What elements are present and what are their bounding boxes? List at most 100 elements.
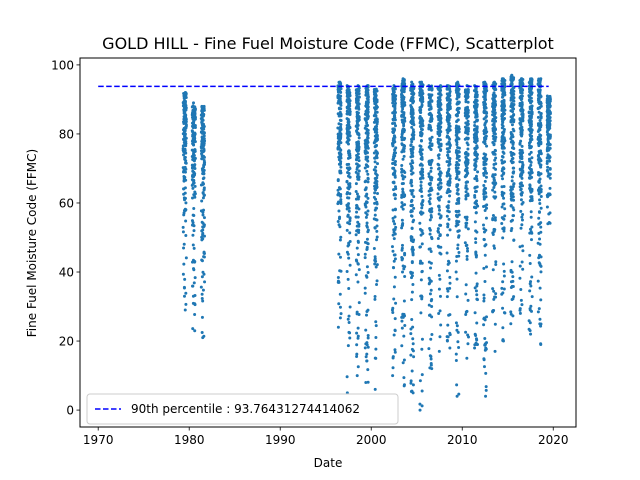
scatter-point	[401, 174, 405, 178]
scatter-point	[191, 294, 195, 298]
scatter-point	[500, 155, 504, 159]
scatter-point	[393, 329, 397, 333]
scatter-point	[445, 142, 449, 146]
scatter-point	[366, 128, 370, 132]
scatter-point	[355, 374, 359, 378]
scatter-point	[191, 284, 195, 288]
scatter-point	[374, 259, 378, 263]
scatter-point	[493, 115, 497, 119]
scatter-point	[548, 146, 552, 150]
scatter-point	[427, 313, 431, 317]
scatter-point	[412, 92, 416, 96]
scatter-point	[202, 176, 206, 180]
scatter-point	[494, 195, 498, 199]
scatter-point	[484, 394, 488, 398]
scatter-point	[375, 279, 379, 283]
scatter-point	[356, 111, 360, 115]
scatter-point	[183, 175, 187, 179]
scatter-point	[393, 185, 397, 189]
scatter-point	[354, 206, 358, 210]
scatter-point	[430, 116, 434, 120]
scatter-point	[363, 286, 367, 290]
scatter-point	[530, 156, 534, 160]
scatter-point	[465, 171, 469, 175]
scatter-point	[503, 108, 507, 112]
scatter-point	[510, 153, 514, 157]
scatter-point	[355, 162, 359, 166]
scatter-point	[392, 297, 396, 301]
scatter-point	[454, 209, 458, 213]
scatter-point	[482, 357, 486, 361]
scatter-point	[373, 191, 377, 195]
scatter-point	[428, 141, 432, 145]
scatter-point	[493, 183, 497, 187]
scatter-point	[354, 158, 358, 162]
scatter-point	[357, 207, 361, 211]
scatter-point	[464, 312, 468, 316]
scatter-point	[502, 141, 506, 145]
scatter-point	[538, 177, 542, 181]
scatter-point	[409, 353, 413, 357]
scatter-point	[491, 103, 495, 107]
scatter-point	[357, 222, 361, 226]
scatter-point	[492, 127, 496, 131]
scatter-point	[184, 151, 188, 155]
scatter-point	[529, 215, 533, 219]
scatter-point	[463, 175, 467, 179]
scatter-point	[510, 179, 514, 183]
scatter-point	[354, 258, 358, 262]
scatter-point	[199, 209, 203, 213]
scatter-point	[410, 140, 414, 144]
scatter-point	[336, 90, 340, 94]
scatter-point	[446, 323, 450, 327]
scatter-point	[537, 122, 541, 126]
scatter-point	[457, 392, 461, 396]
scatter-point	[430, 235, 434, 239]
scatter-point	[547, 110, 551, 114]
scatter-point	[200, 157, 204, 161]
scatter-point	[464, 106, 468, 110]
scatter-point	[492, 228, 496, 232]
scatter-point	[492, 246, 496, 250]
scatter-point	[411, 130, 415, 134]
scatter-point	[201, 225, 205, 229]
scatter-point	[501, 326, 505, 330]
scatter-point	[457, 235, 461, 239]
scatter-point	[512, 182, 516, 186]
scatter-point	[457, 201, 461, 205]
scatter-point	[355, 343, 359, 347]
scatter-point	[509, 194, 513, 198]
scatter-point	[193, 276, 197, 280]
scatter-point	[439, 215, 443, 219]
scatter-point	[466, 153, 470, 157]
scatter-point	[183, 191, 187, 195]
scatter-point	[373, 297, 377, 301]
scatter-point	[483, 166, 487, 170]
scatter-point	[455, 160, 459, 164]
scatter-point	[418, 227, 422, 231]
scatter-point	[200, 292, 204, 296]
scatter-point	[546, 135, 550, 139]
scatter-point	[193, 259, 197, 263]
scatter-point	[500, 158, 504, 162]
scatter-point	[363, 346, 367, 350]
scatter-point	[446, 223, 450, 227]
scatter-point	[538, 163, 542, 167]
scatter-point	[438, 174, 442, 178]
scatter-point	[530, 295, 534, 299]
scatter-point	[375, 238, 379, 242]
scatter-point	[519, 123, 523, 127]
scatter-point	[409, 214, 413, 218]
scatter-point	[512, 129, 516, 133]
scatter-point	[400, 104, 404, 108]
scatter-point	[202, 255, 206, 259]
scatter-point	[429, 361, 433, 365]
scatter-point	[455, 114, 459, 118]
scatter-point	[338, 255, 342, 259]
scatter-point	[503, 214, 507, 218]
scatter-point	[410, 298, 414, 302]
scatter-point	[539, 206, 543, 210]
scatter-point	[348, 219, 352, 223]
scatter-point	[401, 79, 405, 83]
scatter-point	[192, 143, 196, 147]
